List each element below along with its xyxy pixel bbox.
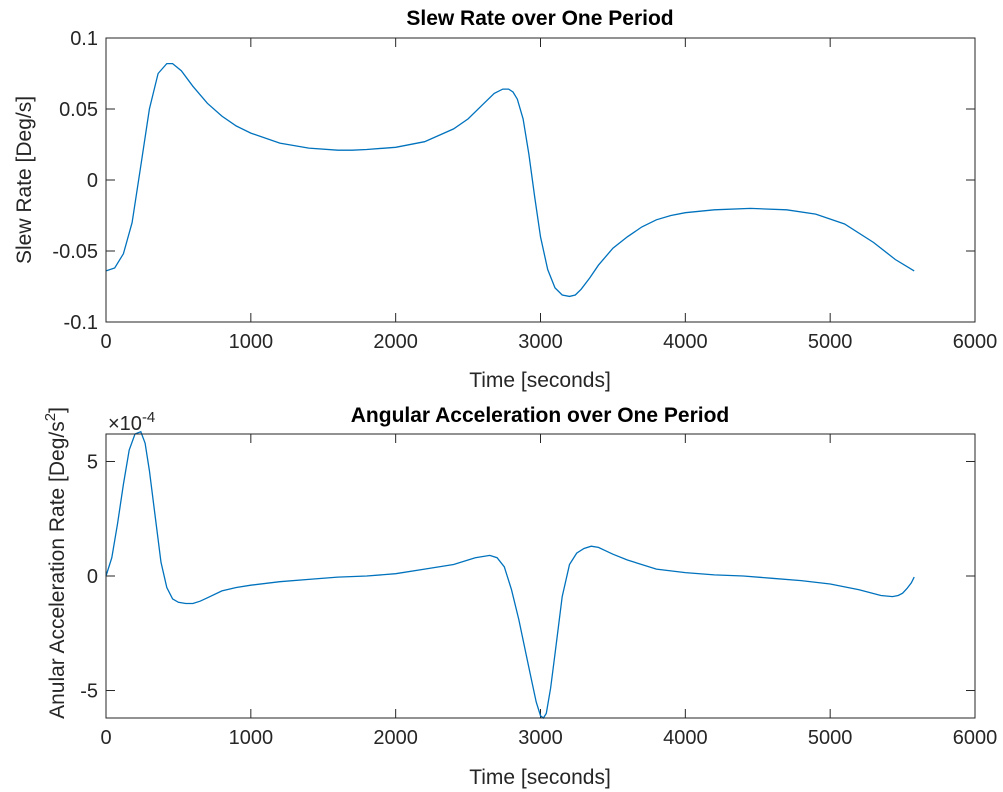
angular-acceleration-exponent: ×10-4	[108, 409, 155, 435]
angular-acceleration-y-tick-label: 5	[87, 451, 98, 473]
slew-rate-x-axis-label: Time [seconds]	[469, 369, 611, 392]
angular-acceleration-x-tick-label: 1000	[229, 727, 274, 749]
slew-rate-y-tick-label: 0.05	[59, 99, 98, 121]
angular-acceleration-x-tick-label: 6000	[953, 727, 998, 749]
exponent-power: -4	[142, 409, 155, 426]
angular-acceleration-y-tick-label: 0	[87, 566, 98, 588]
angular-acceleration-x-ticks: 0 1000 2000 3000 4000 5000 6000	[100, 434, 997, 749]
slew-rate-title: Slew Rate over One Period	[406, 7, 673, 30]
angular-acceleration-x-tick-label: 5000	[808, 727, 853, 749]
angular-acceleration-x-tick-label: 4000	[663, 727, 708, 749]
angular-acceleration-line	[105, 430, 915, 719]
angular-acceleration-x-tick-label: 2000	[373, 727, 418, 749]
slew-rate-x-tick-label: 3000	[518, 331, 563, 353]
slew-rate-y-tick-label: 0.1	[70, 28, 98, 50]
y-label-main: Anular Acceleration Rate [Deg/s	[46, 421, 69, 719]
slew-rate-x-tick-label: 5000	[808, 331, 853, 353]
angular-acceleration-x-tick-label: 3000	[518, 727, 563, 749]
angular-acceleration-x-axis-label: Time [seconds]	[469, 766, 611, 789]
angular-acceleration-plot-box	[105, 433, 976, 719]
angular-acceleration-x-tick-label: 0	[100, 727, 111, 749]
slew-rate-x-tick-label: 1000	[229, 331, 274, 353]
y-label-suffix: ]	[46, 407, 69, 413]
slew-rate-y-tick-label: 0	[87, 170, 98, 192]
exponent-base: ×10	[108, 413, 142, 435]
slew-rate-axes: Slew Rate over One Period 0 1000 2000 3000 4…	[13, 7, 997, 392]
angular-acceleration-y-tick-label: -5	[80, 681, 98, 703]
y-label-superscript: 2	[42, 413, 59, 421]
slew-rate-x-tick-label: 0	[100, 331, 111, 353]
slew-rate-line	[105, 62, 915, 298]
angular-acceleration-title: Angular Acceleration over One Period	[351, 404, 730, 427]
angular-acceleration-axes: Angular Acceleration over One Period ×10…	[42, 404, 997, 789]
angular-acceleration-y-ticks: -5 0 5	[80, 451, 975, 703]
slew-rate-x-tick-label: 4000	[663, 331, 708, 353]
slew-rate-plot-box	[105, 37, 976, 323]
slew-rate-y-tick-label: -0.1	[64, 312, 98, 334]
slew-rate-x-tick-label: 6000	[953, 331, 998, 353]
slew-rate-y-ticks: -0.1 -0.05 0 0.05 0.1	[52, 28, 975, 334]
slew-rate-x-ticks: 0 1000 2000 3000 4000 5000 6000	[100, 38, 997, 353]
slew-rate-x-tick-label: 2000	[373, 331, 418, 353]
slew-rate-y-axis-label: Slew Rate [Deg/s]	[13, 96, 36, 264]
angular-acceleration-y-axis-label: Anular Acceleration Rate [Deg/s2]	[42, 407, 69, 719]
slew-rate-y-tick-label: -0.05	[52, 241, 98, 263]
